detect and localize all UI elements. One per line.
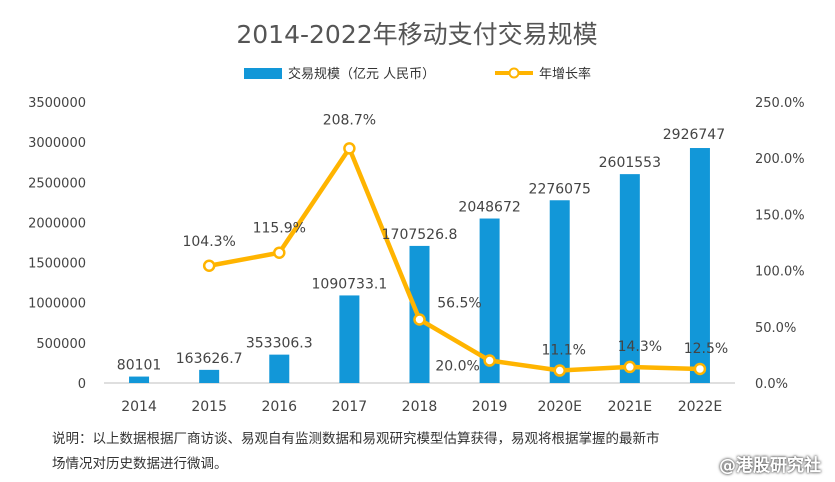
- x-tick-label: 2021E: [608, 399, 652, 415]
- line-data-label: 12.5%: [684, 341, 728, 357]
- y-left-tick-label: 2000000: [28, 216, 86, 231]
- bar-data-label: 2048672: [458, 200, 520, 216]
- growth-line: [208, 146, 701, 373]
- y-right-tick-label: 100.0%: [755, 265, 805, 280]
- bar-2014: [129, 376, 150, 383]
- legend-label-bar: 交易规模（亿元 人民币）: [288, 66, 435, 82]
- y-left-tick-label: 3000000: [28, 136, 86, 151]
- line-data-label: 14.3%: [618, 339, 662, 355]
- legend-label-line: 年增长率: [539, 66, 591, 82]
- x-tick-label: 2019: [472, 399, 508, 415]
- growth-point-2021E: [623, 360, 637, 374]
- y-left-tick-label: 0: [78, 377, 86, 392]
- growth-point-2019: [483, 354, 496, 367]
- growth-point-2016: [273, 246, 286, 259]
- bar-data-label: 353306.3: [246, 336, 313, 352]
- bar-2015: [199, 369, 220, 383]
- bar-data-label: 80101: [117, 358, 162, 374]
- growth-point-2020E: [553, 364, 566, 377]
- bar-2022E: [689, 148, 710, 383]
- footnote-line-1: 说明：以上数据根据厂商访谈、易观自有监测数据和易观研究模型估算获得，易观将根据掌…: [52, 430, 660, 447]
- bar-2019: [479, 218, 500, 383]
- y-left-tick-label: 1000000: [28, 297, 86, 312]
- line-data-label: 104.3%: [182, 234, 235, 250]
- y-right-tick-label: 0.0%: [755, 377, 788, 392]
- y-left-tick-label: 2500000: [28, 176, 86, 191]
- y-right-tick-label: 200.0%: [755, 152, 805, 167]
- bar-data-label: 1090733.1: [312, 276, 388, 292]
- y-left-tick-label: 3500000: [28, 96, 86, 111]
- y-left-tick-label: 1500000: [28, 257, 86, 272]
- growth-point-2017: [343, 142, 356, 155]
- x-tick-label: 2014: [121, 399, 157, 415]
- footnote-line-2: 场情况对历史数据进行微调。: [52, 456, 228, 472]
- x-tick-label: 2022E: [678, 399, 722, 415]
- line-data-label: 115.9%: [253, 221, 306, 237]
- y-right-tick-label: 150.0%: [755, 208, 805, 223]
- x-tick-label: 2015: [191, 399, 227, 415]
- line-data-label: 208.7%: [323, 112, 376, 128]
- x-tick-label: 2020E: [537, 399, 581, 415]
- line-data-label: 11.1%: [541, 343, 585, 359]
- growth-point-2015: [202, 259, 216, 273]
- y-right-tick-label: 50.0%: [755, 321, 796, 336]
- x-tick-label: 2018: [402, 399, 438, 415]
- watermark: @港股研究社: [719, 456, 821, 476]
- bar-2016: [269, 354, 290, 383]
- y-right-tick-label: 250.0%: [755, 96, 805, 111]
- x-tick-label: 2016: [261, 399, 297, 415]
- line-data-label: 56.5%: [437, 295, 481, 311]
- x-tick-label: 2017: [332, 399, 368, 415]
- bar-2017: [339, 295, 360, 383]
- line-data-label: 20.0%: [435, 359, 479, 375]
- growth-point-2018: [413, 313, 426, 326]
- bar-data-label: 2276075: [529, 181, 591, 197]
- bar-data-label: 2926747: [663, 127, 725, 143]
- bar-data-label: 2601553: [599, 155, 661, 171]
- growth-point-2022E: [693, 362, 707, 376]
- legend-swatch-marker: [508, 67, 520, 79]
- bar-2021E: [619, 174, 640, 383]
- bar-data-label: 1707526.8: [382, 227, 458, 243]
- chart-title: 2014-2022年移动支付交易规模: [236, 20, 597, 49]
- bar-data-label: 163626.7: [176, 351, 243, 367]
- y-left-tick-label: 500000: [36, 337, 86, 352]
- bar-2020E: [549, 200, 570, 383]
- legend-swatch-bar: [244, 68, 282, 79]
